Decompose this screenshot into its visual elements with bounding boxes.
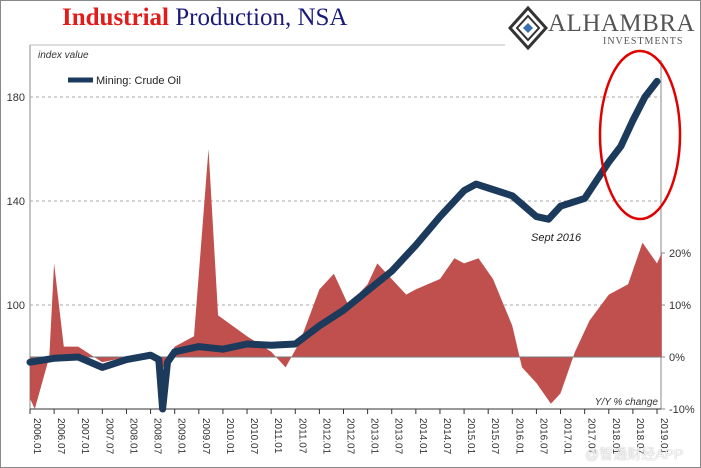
y-right-tick-label: 0% xyxy=(669,352,685,364)
y-right-tick-label: 10% xyxy=(669,300,691,312)
x-tick-label: 2010.01 xyxy=(224,418,235,455)
annotation-sept-2016: Sept 2016 xyxy=(531,232,582,244)
y-left-tick-label: 100 xyxy=(7,300,25,312)
y-right-tick-label: -10% xyxy=(669,404,695,416)
y-right-tick-label: 20% xyxy=(669,248,691,260)
legend-label: Mining: Crude Oil xyxy=(96,75,181,87)
x-tick-label: 2018.07 xyxy=(634,418,645,455)
left-axis-label: index value xyxy=(38,50,89,61)
highlight-ellipse xyxy=(598,49,682,221)
x-tick-label: 2017.07 xyxy=(586,418,597,455)
x-tick-label: 2011.07 xyxy=(296,418,307,454)
x-tick-label: 2017.01 xyxy=(562,418,573,455)
x-tick-label: 2016.01 xyxy=(513,418,524,455)
x-tick-label: 2014.01 xyxy=(417,418,428,455)
alhambra-logo: ALHAMBRA INVESTMENTS xyxy=(508,6,698,50)
x-tick-label: 2019.01 xyxy=(658,418,669,455)
x-tick-label: 2012.07 xyxy=(345,418,356,455)
x-tick-label: 2009.07 xyxy=(200,418,211,455)
x-tick-label: 2015.01 xyxy=(465,418,476,455)
x-tick-label: 2015.07 xyxy=(489,418,500,455)
y-left-tick-label: 180 xyxy=(7,92,25,104)
x-tick-label: 2011.01 xyxy=(272,418,283,454)
x-tick-label: 2007.01 xyxy=(79,418,90,455)
yoy-area xyxy=(30,149,662,409)
x-tick-label: 2014.07 xyxy=(441,418,452,455)
x-tick-label: 2013.07 xyxy=(393,418,404,455)
crude-oil-line xyxy=(26,77,661,413)
x-tick-label: 2018.01 xyxy=(610,418,621,455)
y-left-tick-label: 140 xyxy=(7,196,25,208)
right-axis-label: Y/Y % change xyxy=(595,397,659,408)
x-tick-label: 2009.01 xyxy=(176,418,187,455)
x-tick-label: 2013.01 xyxy=(369,418,380,455)
x-tick-label: 2006.01 xyxy=(31,418,42,455)
x-tick-label: 2012.01 xyxy=(320,418,331,455)
watermark: @智通财经APP xyxy=(585,446,684,462)
x-tick-label: 2006.07 xyxy=(55,418,66,455)
chart-title: Industrial Production, NSA xyxy=(62,4,348,31)
x-tick-label: 2016.07 xyxy=(537,418,548,455)
x-tick-label: 2008.01 xyxy=(127,418,138,455)
x-tick-label: 2010.07 xyxy=(248,418,259,455)
x-tick-label: 2007.07 xyxy=(103,418,114,455)
x-tick-label: 2008.07 xyxy=(152,418,163,455)
logo-diamond-icon xyxy=(508,6,548,50)
